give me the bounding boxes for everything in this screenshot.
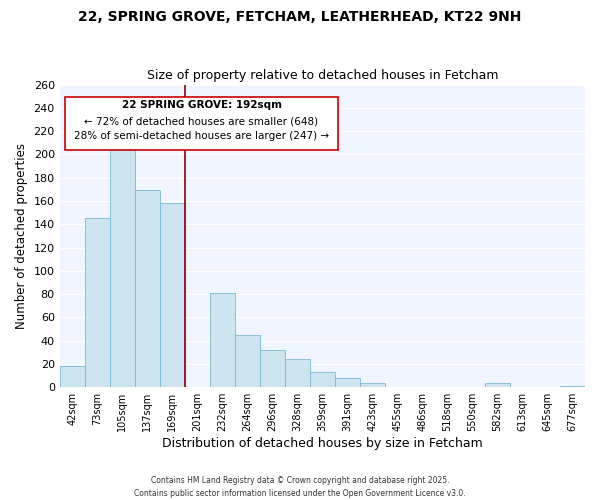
Bar (210, 293, 235, 387)
Bar (110, 146, 135, 387)
Text: 28% of semi-detached houses are larger (247) →: 28% of semi-detached houses are larger (… (74, 132, 329, 141)
Bar (485, 382, 510, 387)
Text: ← 72% of detached houses are smaller (648): ← 72% of detached houses are smaller (64… (85, 116, 319, 126)
Bar (85, 218, 110, 387)
Bar (235, 335, 260, 387)
Bar (135, 190, 160, 387)
Bar (160, 204, 185, 387)
Bar (310, 372, 335, 387)
Y-axis label: Number of detached properties: Number of detached properties (15, 143, 28, 329)
X-axis label: Distribution of detached houses by size in Fetcham: Distribution of detached houses by size … (162, 437, 483, 450)
Bar (285, 360, 310, 387)
Bar (335, 378, 360, 387)
Text: 22 SPRING GROVE: 192sqm: 22 SPRING GROVE: 192sqm (122, 100, 281, 110)
Bar (360, 382, 385, 387)
Text: Contains HM Land Registry data © Crown copyright and database right 2025.
Contai: Contains HM Land Registry data © Crown c… (134, 476, 466, 498)
Text: 22, SPRING GROVE, FETCHAM, LEATHERHEAD, KT22 9NH: 22, SPRING GROVE, FETCHAM, LEATHERHEAD, … (79, 10, 521, 24)
Bar (560, 386, 585, 387)
Title: Size of property relative to detached houses in Fetcham: Size of property relative to detached ho… (146, 69, 498, 82)
Bar (260, 350, 285, 387)
FancyBboxPatch shape (65, 96, 338, 150)
Bar (59, 366, 85, 387)
